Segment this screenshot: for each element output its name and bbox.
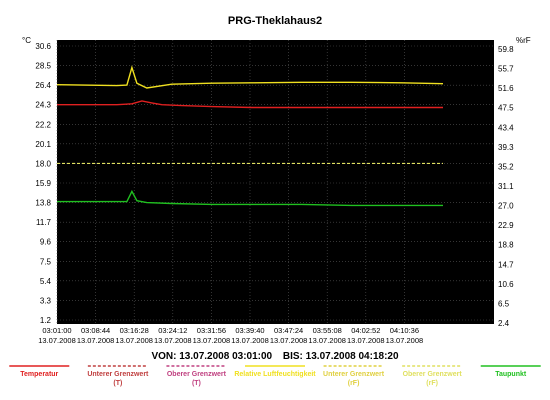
x-tick-date: 13.07.2008 (231, 336, 269, 345)
right-tick-label: 39.3 (498, 143, 514, 152)
right-tick-label: 51.6 (498, 84, 514, 93)
legend-label-sub: (T) (192, 380, 201, 387)
right-axis-unit: %rF (516, 36, 531, 45)
right-tick-label: 55.7 (498, 65, 514, 74)
bis-value: 13.07.2008 04:18:20 (306, 351, 399, 362)
x-tick-time: 04:10:36 (390, 326, 419, 335)
legend-label: Oberer Grenzwert (167, 371, 227, 378)
left-tick-label: 13.8 (35, 199, 51, 208)
left-tick-label: 11.7 (36, 218, 52, 227)
x-tick-time: 04:02:52 (351, 326, 380, 335)
x-tick-date: 13.07.2008 (347, 336, 385, 345)
x-tick-time: 03:47:24 (274, 326, 303, 335)
left-tick-label: 3.3 (40, 296, 52, 305)
right-tick-label: 18.8 (498, 241, 514, 250)
bis-label: BIS: (283, 351, 303, 362)
series-line-temperatur (57, 100, 443, 109)
x-tick-date: 13.07.2008 (38, 336, 76, 345)
x-tick-time: 03:08:44 (81, 326, 110, 335)
x-tick-time: 03:24:12 (158, 326, 187, 335)
left-tick-label: 20.1 (35, 140, 51, 149)
left-tick-label: 5.4 (40, 277, 52, 286)
x-tick-date: 13.07.2008 (115, 336, 153, 345)
left-tick-label: 24.3 (35, 101, 51, 110)
von-value: 13.07.2008 03:01:00 (179, 351, 272, 362)
legend-label: Taupunkt (495, 371, 527, 378)
left-axis-ticks: 30.6 28.5 26.4 24.3 22.2 20.1 18.0 15.9 13.8 11.7… (35, 42, 51, 325)
right-tick-label: 2.4 (498, 319, 510, 328)
left-tick-label: 9.6 (40, 238, 52, 247)
left-tick-label: 26.4 (35, 81, 51, 90)
left-tick-label: 22.2 (35, 120, 51, 129)
von-label: VON: (151, 351, 176, 362)
legend-label-sub: (rF) (348, 380, 360, 387)
legend: Temperatur Unterer Grenzwert (T) Oberer Gre… (9, 365, 541, 387)
legend-label: Unterer Grenzwert (87, 371, 149, 378)
left-tick-label: 30.6 (35, 42, 51, 51)
legend-label: Oberer Grenzwert (403, 371, 463, 378)
x-axis-ticks: 03:01:0013.07.200803:08:4413.07.200803:1… (38, 326, 423, 345)
right-tick-label: 10.6 (498, 280, 514, 289)
left-tick-label: 15.9 (35, 179, 51, 188)
x-tick-date: 13.07.2008 (77, 336, 115, 345)
series-layer (56, 65, 444, 207)
x-tick-time: 03:31:56 (197, 326, 226, 335)
x-tick-time: 03:16:28 (120, 326, 149, 335)
right-tick-label: 14.7 (498, 260, 514, 269)
series-line-taupunkt (57, 189, 443, 207)
right-tick-label: 22.9 (498, 221, 514, 230)
chart-title: PRG-Theklahaus2 (228, 15, 322, 27)
x-tick-date: 13.07.2008 (154, 336, 192, 345)
x-tick-date: 13.07.2008 (270, 336, 308, 345)
right-tick-label: 6.5 (498, 299, 510, 308)
left-tick-label: 28.5 (35, 62, 51, 71)
right-tick-label: 59.8 (498, 45, 514, 54)
legend-label-sub: (rF) (426, 380, 438, 387)
legend-label: Temperatur (20, 371, 58, 378)
right-axis-ticks: 59.8 55.7 51.6 47.5 43.4 39.3 35.2 31.1 27.0 22.9… (498, 45, 514, 328)
right-tick-label: 35.2 (498, 162, 514, 171)
x-tick-date: 13.07.2008 (386, 336, 424, 345)
time-range: VON: 13.07.2008 03:01:00 BIS: 13.07.2008… (151, 351, 398, 362)
right-tick-label: 43.4 (498, 123, 514, 132)
x-tick-time: 03:55:08 (313, 326, 342, 335)
left-tick-label: 1.2 (40, 316, 52, 325)
right-tick-label: 47.5 (498, 104, 514, 113)
x-tick-time: 03:39:40 (235, 326, 264, 335)
x-tick-date: 13.07.2008 (308, 336, 346, 345)
left-axis-unit: °C (22, 36, 31, 45)
left-tick-label: 7.5 (40, 257, 52, 266)
left-tick-label: 18.0 (35, 159, 51, 168)
right-tick-label: 31.1 (498, 182, 514, 191)
x-tick-time: 03:01:00 (42, 326, 71, 335)
series-line-relative-luftfeuchtigkeit (56, 65, 444, 89)
legend-label: Relative Luftfeuchtigkeit (234, 371, 316, 378)
right-tick-label: 27.0 (498, 202, 514, 211)
plot-area (57, 40, 494, 324)
legend-label-sub: (T) (113, 380, 122, 387)
x-tick-date: 13.07.2008 (193, 336, 231, 345)
legend-label: Unterer Grenzwert (323, 371, 385, 378)
